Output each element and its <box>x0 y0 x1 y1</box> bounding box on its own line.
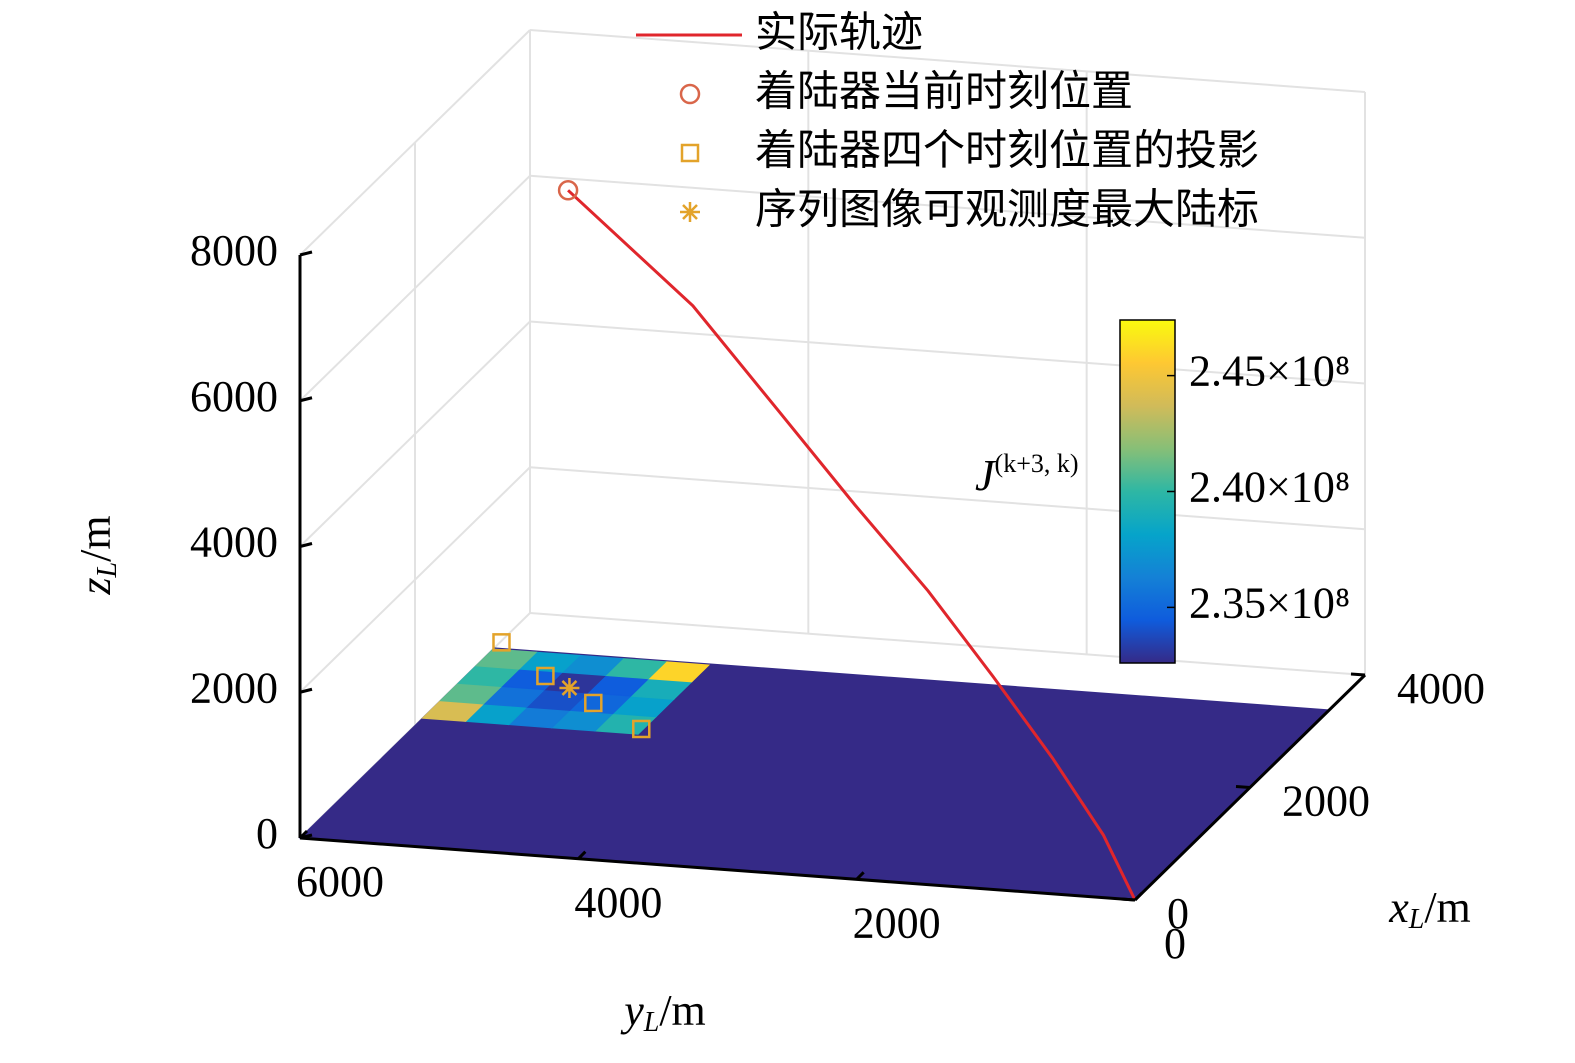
y-tick <box>298 829 309 840</box>
legend-label: 实际轨迹 <box>755 8 923 57</box>
legend-label: 着陆器四个时刻位置的投影 <box>755 126 1259 175</box>
marker-square <box>492 633 511 652</box>
colorbar <box>1119 319 1176 664</box>
label-sub: L <box>1408 904 1425 935</box>
marker-circle <box>557 180 579 201</box>
z-tick <box>299 396 313 403</box>
trajectory-line <box>567 189 1137 901</box>
x-tick <box>1350 672 1366 677</box>
legend-marker <box>679 83 701 105</box>
label-unit: /m <box>659 986 705 1035</box>
z-tick-label: 4000 <box>190 518 278 567</box>
legend-marker <box>680 143 700 163</box>
y-axis <box>299 836 1136 902</box>
zlabel-label: zL/m <box>71 515 123 595</box>
marker-square <box>584 693 603 713</box>
label-sub: L <box>643 1007 660 1038</box>
z-tick-label: 2000 <box>190 663 278 712</box>
label-unit: /m <box>71 515 120 561</box>
colorbar-tick-label: 2.40×10⁸ <box>1189 463 1350 512</box>
label-var: x <box>1388 883 1409 932</box>
grid-line <box>529 466 1366 531</box>
y-tick-label: 2000 <box>853 898 941 947</box>
z-tick <box>299 542 313 548</box>
x-tick <box>1235 785 1251 789</box>
x-tick-label: 0 <box>1167 889 1189 938</box>
z-tick <box>299 250 313 257</box>
xlabel-label: xL/m <box>1388 883 1471 935</box>
colorbar-tick-label: 2.45×10⁸ <box>1189 347 1350 396</box>
label-unit: /m <box>1424 883 1470 932</box>
legend-marker <box>680 202 700 222</box>
y-tick <box>855 871 865 881</box>
legend-label: 着陆器当前时刻位置 <box>755 67 1133 116</box>
z-tick-label: 8000 <box>190 226 278 275</box>
y-tick <box>577 850 587 860</box>
y-tick <box>1133 891 1144 902</box>
grid-line <box>529 29 1366 93</box>
grid-line <box>529 320 1366 385</box>
y-tick-label: 6000 <box>296 857 384 906</box>
colorbar-tick-label: 2.35×10⁸ <box>1189 578 1350 627</box>
colorbar-label: J(k+3, k) <box>975 449 1079 500</box>
y-tick-label: 4000 <box>574 878 662 927</box>
legend-label: 序列图像可观测度最大陆标 <box>755 185 1259 234</box>
label-var: y <box>620 986 644 1035</box>
marker-star <box>559 677 580 698</box>
x-tick <box>1120 897 1136 902</box>
ylabel-label: yL/m <box>620 986 706 1038</box>
label-var: z <box>71 577 120 595</box>
marker-square <box>632 719 651 739</box>
z-tick-label: 6000 <box>190 372 278 421</box>
label-var: J <box>975 451 997 500</box>
y-tick-label: 0 <box>1164 919 1186 968</box>
grid-line <box>529 612 1366 676</box>
x-tick-label: 2000 <box>1282 777 1370 826</box>
label-sub: L <box>92 562 123 579</box>
x-tick-label: 4000 <box>1397 664 1485 713</box>
grid-line <box>529 174 1366 239</box>
z-tick-label: 0 <box>256 809 278 858</box>
label-sup: (k+3, k) <box>995 449 1079 478</box>
marker-square <box>536 666 555 686</box>
z-tick <box>299 687 313 694</box>
